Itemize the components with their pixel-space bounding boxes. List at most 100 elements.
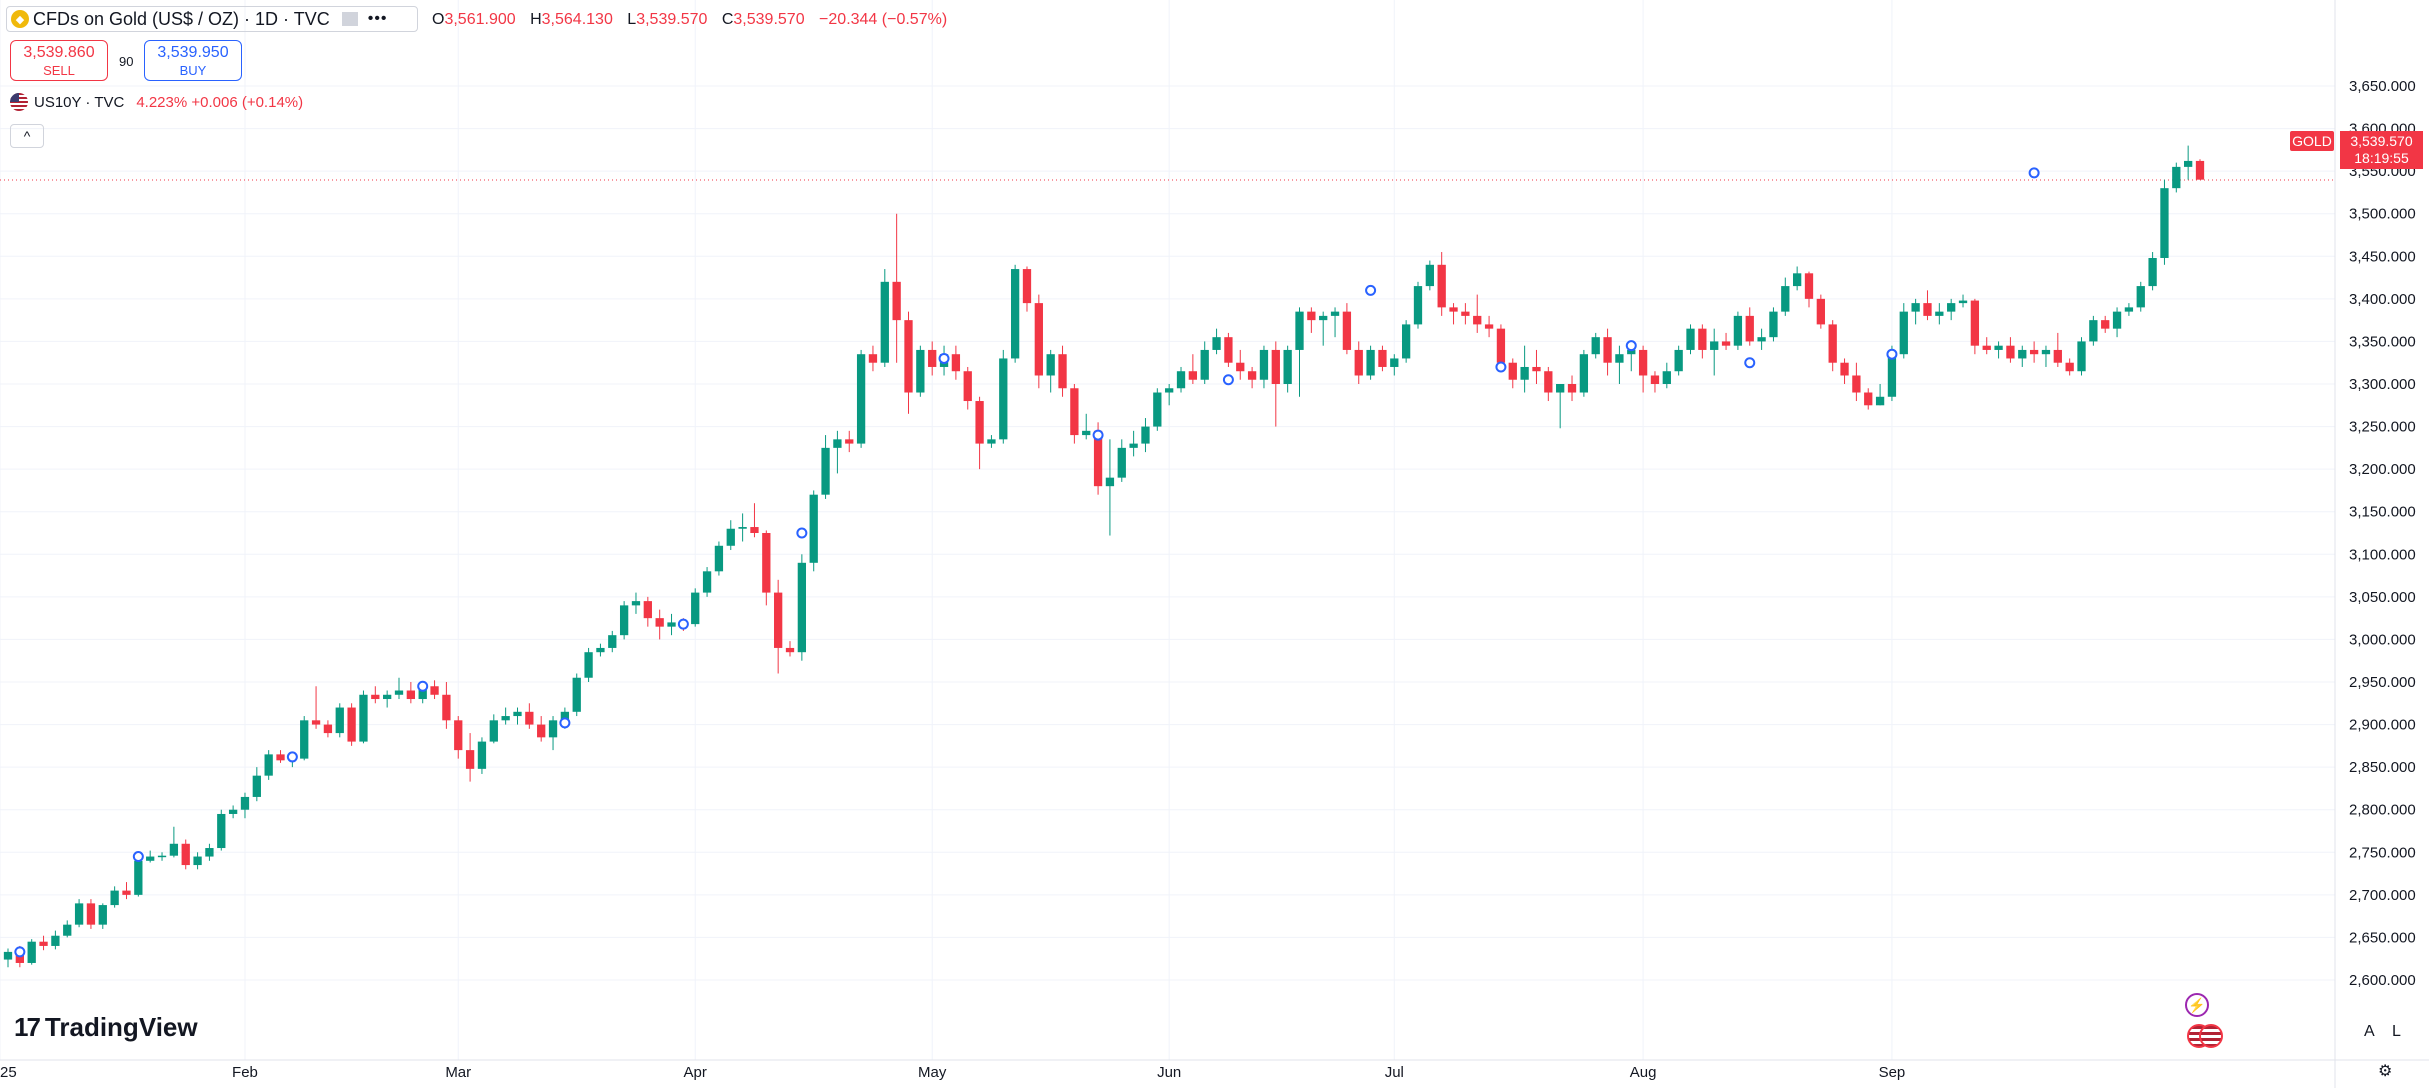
us-economic-event-icon[interactable] xyxy=(2187,1024,2223,1050)
close-value: 3,539.570 xyxy=(733,11,805,28)
candle-body xyxy=(1721,341,1731,346)
candle-body xyxy=(1070,388,1079,436)
candle-body xyxy=(821,447,830,495)
event-marker xyxy=(1092,429,1104,441)
event-marker xyxy=(2028,167,2040,179)
y-tick-label: 3,500.000 xyxy=(2349,206,2416,223)
candle-body xyxy=(1461,311,1470,316)
candle-body xyxy=(39,941,48,946)
candle-body xyxy=(1330,311,1340,316)
x-tick-label: Jul xyxy=(1385,1064,1404,1081)
candle-body xyxy=(359,694,368,742)
last-price-label: 3,539.570 18:19:55 xyxy=(2340,131,2423,169)
candle-body xyxy=(1804,273,1814,299)
candle-body xyxy=(1342,311,1352,350)
buy-price: 3,539.950 xyxy=(157,44,229,61)
candle-body xyxy=(264,754,273,776)
sell-button[interactable]: 3,539.860 SELL xyxy=(10,40,108,81)
event-marker xyxy=(286,751,298,763)
candle-body xyxy=(454,720,463,751)
y-tick-label: 3,100.000 xyxy=(2349,546,2416,563)
candle-body xyxy=(2172,166,2181,189)
candle-body xyxy=(1935,311,1944,316)
compare-symbol-legend[interactable]: US10Y · TVC 4.223% +0.006 (+0.14%) xyxy=(10,93,303,111)
candle-body xyxy=(1864,392,1873,406)
candle-body xyxy=(2184,160,2193,167)
auto-scale-button[interactable]: A xyxy=(2364,1023,2375,1040)
tradingview-mark-icon: 17 xyxy=(14,1012,41,1042)
candle-body xyxy=(1484,324,1494,329)
candle-body xyxy=(762,533,771,593)
candle-body xyxy=(1650,375,1660,384)
collapse-legend-button[interactable]: ^ xyxy=(10,124,44,148)
y-tick-label: 3,250.000 xyxy=(2349,419,2416,436)
candle-body xyxy=(1579,354,1589,393)
event-marker xyxy=(1495,361,1507,373)
candle-body xyxy=(15,951,24,963)
market-status-icon xyxy=(341,12,358,26)
candle-body xyxy=(1686,328,1695,350)
candle-body xyxy=(2053,349,2062,363)
y-tick-label: 2,600.000 xyxy=(2349,972,2416,989)
candle-body xyxy=(1153,392,1162,427)
candle-body xyxy=(394,690,404,695)
candle-body xyxy=(1757,337,1766,342)
candle-body xyxy=(442,694,451,721)
candle-body xyxy=(1295,311,1304,350)
candle-body xyxy=(560,711,570,721)
y-tick-label: 3,650.000 xyxy=(2349,78,2416,95)
candle-body xyxy=(667,622,676,627)
candle-body xyxy=(1247,371,1257,380)
x-tick-label: 25 xyxy=(0,1064,17,1081)
buy-button[interactable]: 3,539.950 BUY xyxy=(144,40,242,81)
low-label: L xyxy=(627,11,637,28)
candle-body xyxy=(1899,311,1908,355)
candle-body xyxy=(2101,320,2110,329)
candle-body xyxy=(2077,341,2086,372)
candle-body xyxy=(631,601,641,606)
symbol-header[interactable]: ◆ CFDs on Gold (US$ / OZ) · 1D · TVC ••• xyxy=(6,6,418,32)
candle-body xyxy=(1212,337,1221,350)
candle-body xyxy=(1449,307,1458,312)
candle-body xyxy=(501,716,510,721)
y-tick-label: 3,200.000 xyxy=(2349,461,2416,478)
candle-body xyxy=(1816,298,1825,325)
candle-body xyxy=(1674,349,1683,372)
candle-body xyxy=(1236,362,1245,372)
log-scale-button[interactable]: L xyxy=(2392,1023,2401,1040)
x-tick-label: Jun xyxy=(1157,1064,1181,1081)
candle-body xyxy=(1733,315,1743,346)
candle-body xyxy=(868,354,878,363)
open-label: O xyxy=(432,11,445,28)
event-marker xyxy=(1886,348,1898,360)
gear-icon[interactable]: ⚙ xyxy=(2378,1063,2393,1080)
candle-body xyxy=(2195,160,2205,180)
lightning-event-icon[interactable]: ⚡ xyxy=(2185,993,2209,1017)
event-marker xyxy=(1744,357,1756,369)
y-tick-label: 3,450.000 xyxy=(2349,248,2416,265)
tradingview-logo[interactable]: 17 TradingView xyxy=(14,1012,198,1043)
candle-body xyxy=(608,635,617,648)
candle-body xyxy=(1781,286,1790,312)
y-tick-label: 3,400.000 xyxy=(2349,291,2416,308)
candle-body xyxy=(181,843,190,866)
ellipsis-icon[interactable]: ••• xyxy=(367,10,388,27)
candle-body xyxy=(975,401,984,444)
candle-body xyxy=(596,647,605,653)
buy-label: BUY xyxy=(179,63,207,78)
candle-body xyxy=(1319,315,1328,321)
candle-body xyxy=(240,796,250,810)
bar-countdown: 18:19:55 xyxy=(2354,150,2409,166)
candle-body xyxy=(1627,349,1636,355)
symbol-price-label: GOLD xyxy=(2290,131,2334,151)
candle-body xyxy=(1046,354,1055,376)
candle-body xyxy=(1508,362,1517,380)
candle-body xyxy=(1911,303,1920,312)
candle-body xyxy=(537,724,546,738)
event-marker xyxy=(1365,284,1377,296)
candle-body xyxy=(217,813,226,849)
candle-body xyxy=(1840,362,1849,376)
candle-body xyxy=(904,320,913,393)
y-tick-label: 2,700.000 xyxy=(2349,887,2416,904)
